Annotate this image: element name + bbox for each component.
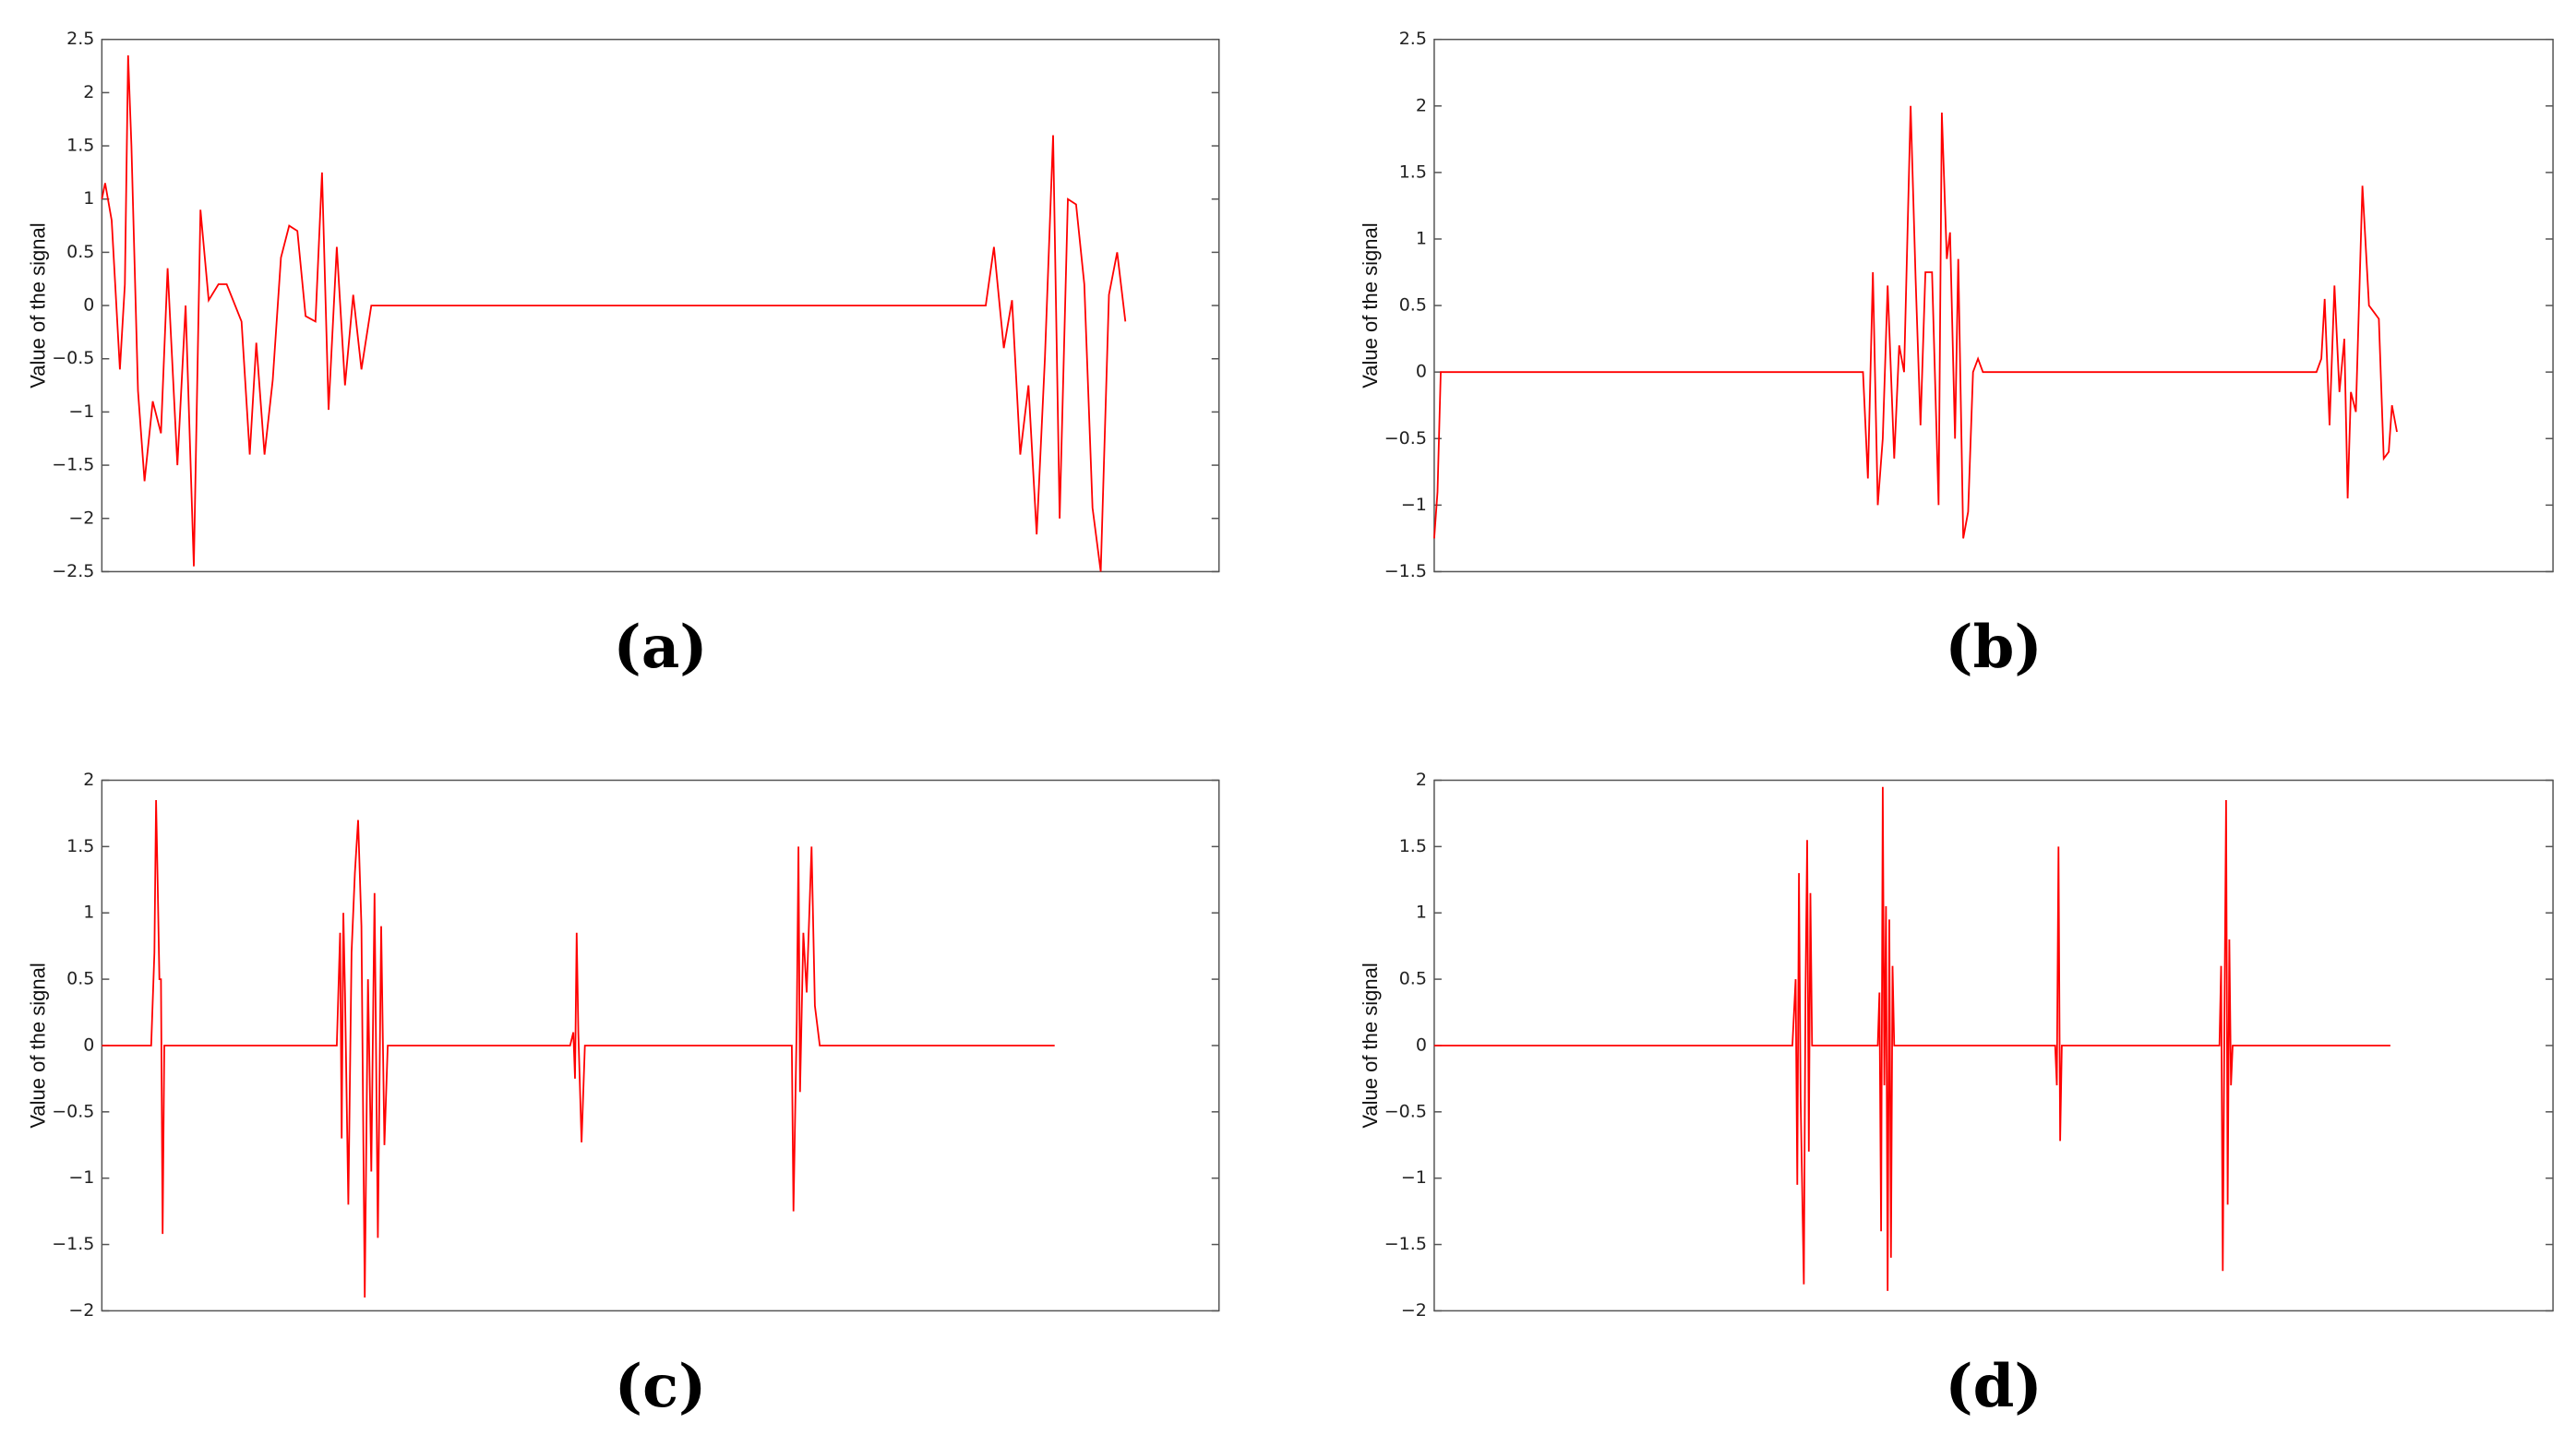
y-tick-label: 1.5: [66, 136, 94, 156]
y-tick-label: 0.5: [66, 242, 94, 262]
y-tick-label: −2.5: [52, 561, 94, 581]
y-axis-label: Value of the signal: [26, 222, 49, 388]
signal-line: [1433, 786, 2390, 1291]
y-tick-label: −1.5: [52, 455, 94, 475]
y-tick-label: 1.5: [1399, 836, 1427, 856]
y-tick-label: 0: [1416, 1034, 1427, 1055]
y-tick-label: 1.5: [66, 836, 94, 856]
y-tick-label: 2.5: [66, 29, 94, 49]
y-tick-label: −1: [68, 401, 94, 422]
caption: (c): [615, 1352, 707, 1421]
y-tick-label: 0: [83, 295, 94, 316]
y-tick-label: 0.5: [1399, 969, 1427, 989]
y-tick-label: −2: [1401, 1300, 1427, 1321]
y-tick-label: −1.5: [1384, 1234, 1427, 1254]
signal-line: [102, 799, 1055, 1298]
y-tick-label: 1: [1416, 228, 1427, 248]
y-tick-label: 1: [1416, 903, 1427, 923]
y-tick-label: 2: [1416, 95, 1427, 115]
y-tick-label: 2: [1416, 770, 1427, 790]
caption: (b): [1945, 613, 2042, 682]
y-axis-label: Value of the signal: [1359, 222, 1382, 388]
y-tick-label: 1: [83, 903, 94, 923]
y-tick-label: 0: [83, 1034, 94, 1055]
y-tick-label: 0: [1416, 362, 1427, 382]
y-tick-label: −1: [1401, 1167, 1427, 1188]
y-tick-label: −1: [1401, 495, 1427, 515]
caption: (a): [614, 613, 708, 682]
y-axis-label: Value of the signal: [26, 963, 49, 1128]
y-axis-label: Value of the signal: [1359, 963, 1382, 1128]
y-tick-label: −0.5: [52, 348, 94, 368]
y-tick-label: −0.5: [1384, 1101, 1427, 1121]
caption: (d): [1945, 1352, 2042, 1421]
y-tick-label: 0.5: [1399, 295, 1427, 316]
y-tick-label: −1.5: [1384, 561, 1427, 581]
y-tick-label: −1: [68, 1167, 94, 1188]
plot-frame: [1433, 38, 2554, 573]
y-tick-label: −0.5: [1384, 428, 1427, 448]
y-tick-label: −2: [68, 508, 94, 528]
y-tick-label: −1.5: [52, 1234, 94, 1254]
y-tick-label: −2: [68, 1300, 94, 1321]
y-tick-label: 2: [83, 82, 94, 102]
y-tick-label: 2.5: [1399, 29, 1427, 49]
y-tick-label: 1: [83, 188, 94, 209]
y-tick-label: 0.5: [66, 969, 94, 989]
y-tick-label: 2: [83, 770, 94, 790]
y-tick-label: −0.5: [52, 1101, 94, 1121]
signal-line: [101, 54, 1127, 572]
signal-line: [1433, 105, 2398, 539]
y-tick-label: 1.5: [1399, 161, 1427, 182]
